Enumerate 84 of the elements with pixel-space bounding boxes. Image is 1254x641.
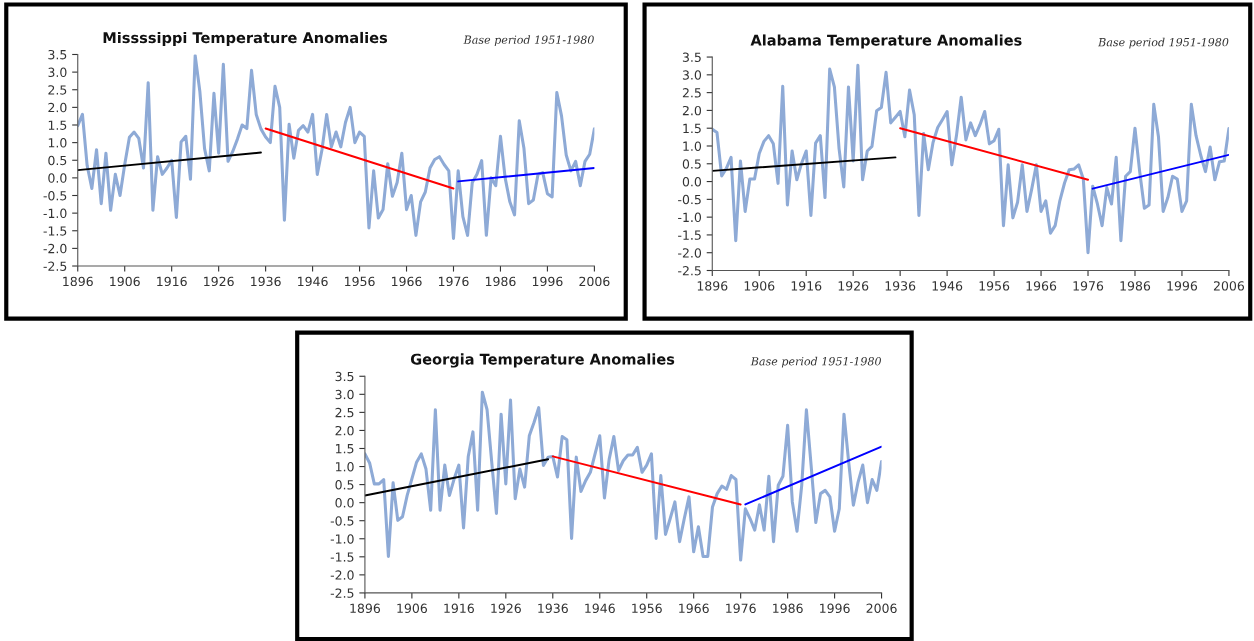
x-tick-label: 1926 (838, 281, 869, 291)
x-tick-label: 2006 (1213, 281, 1245, 291)
y-tick-label: 3.0 (48, 67, 67, 78)
y-tick-label: -1.0 (678, 212, 702, 223)
y-tick-label: -1.5 (678, 230, 701, 240)
y-tick-label: 1.5 (48, 120, 67, 130)
x-tick-label: 1966 (391, 276, 422, 287)
x-tick-label: 1976 (1073, 281, 1104, 291)
y-tick-label: 3.0 (335, 389, 354, 400)
x-tick-label: 1976 (438, 276, 469, 287)
y-tick-label: 0.0 (335, 498, 354, 508)
x-tick-label: 1996 (820, 603, 850, 614)
y-tick-label: 0.0 (682, 177, 702, 187)
x-tick-label: 1956 (632, 603, 662, 614)
y-tick-label: -2.5 (330, 588, 354, 598)
chart-title: Georgia Temperature Anomalies (410, 353, 675, 368)
chart-title: Alabama Temperature Anomalies (750, 34, 1022, 49)
y-tick-label: 1.0 (683, 141, 702, 151)
x-tick-label: 1926 (491, 603, 521, 614)
y-tick-label: -1.5 (43, 226, 67, 236)
x-tick-label: 1986 (485, 276, 516, 287)
line-series (364, 390, 882, 562)
y-tick-label: 2.5 (48, 85, 67, 95)
y-tick-label: 0.0 (48, 173, 67, 183)
y-tick-label: 1.5 (683, 123, 701, 134)
x-tick-label: 1966 (1026, 281, 1057, 291)
line-series (712, 63, 1229, 255)
x-tick-label: 1986 (1120, 281, 1151, 291)
y-tick-label: -2.0 (678, 248, 702, 258)
x-tick-label: 1946 (932, 281, 963, 291)
x-tick-label: 1896 (63, 276, 93, 287)
y-tick-label: 2.0 (48, 102, 67, 113)
y-tick-label: 0.5 (335, 480, 354, 490)
y-tick-label: 2.0 (682, 105, 702, 116)
x-tick-label: 2006 (866, 603, 897, 614)
y-tick-label: 0.5 (682, 159, 701, 169)
x-tick-label: 1996 (1167, 281, 1198, 291)
x-tick-label: 1956 (979, 281, 1010, 291)
y-tick-label: -1.0 (330, 534, 354, 544)
y-tick-label: -2.5 (43, 261, 67, 271)
x-tick-label: 1936 (251, 276, 281, 287)
y-tick-label: 3.5 (682, 52, 701, 62)
x-tick-label: 1976 (726, 603, 756, 614)
x-tick-label: 1926 (204, 276, 234, 287)
y-tick-label: 2.5 (682, 88, 701, 98)
y-tick-label: 2.0 (335, 425, 354, 436)
y-tick-label: -0.5 (43, 190, 67, 201)
x-tick-label: 1896 (697, 281, 728, 291)
y-tick-label: 0.5 (48, 155, 67, 166)
y-tick-label: 1.5 (335, 444, 354, 454)
x-tick-label: 1946 (298, 276, 328, 287)
x-tick-label: 1896 (350, 603, 381, 614)
x-tick-label: 1906 (744, 281, 775, 291)
y-tick-label: -1.5 (330, 552, 354, 562)
x-tick-label: 1936 (538, 603, 568, 614)
x-tick-label: 1946 (585, 603, 615, 614)
x-tick-label: 1966 (679, 603, 709, 614)
y-tick-label: 1.0 (335, 462, 354, 472)
x-tick-label: 2006 (579, 276, 610, 287)
y-tick-label: -2.0 (330, 570, 354, 580)
line-series (77, 54, 595, 241)
x-tick-label: 1986 (773, 603, 803, 614)
x-tick-label: 1906 (110, 276, 140, 287)
x-tick-label: 1996 (532, 276, 563, 287)
x-tick-label: 1936 (885, 281, 916, 291)
chart-subtitle: Base period 1951-1980 (463, 35, 594, 47)
chart-subtitle: Base period 1951-1980 (1097, 37, 1229, 49)
y-tick-label: -0.5 (678, 194, 701, 205)
x-tick-label: 1916 (157, 276, 187, 287)
y-tick-label: 3.5 (48, 49, 67, 60)
x-tick-label: 1916 (444, 603, 474, 614)
y-tick-label: -2.0 (43, 243, 67, 254)
x-tick-label: 1916 (791, 281, 822, 291)
y-tick-label: -1.0 (43, 208, 67, 219)
y-tick-label: 3.5 (335, 371, 354, 382)
y-tick-label: 2.5 (335, 407, 354, 418)
chart-subtitle: Base period 1951-1980 (750, 356, 881, 368)
chart-title: Missssippi Temperature Anomalies (103, 31, 388, 47)
y-tick-label: 3.0 (682, 70, 702, 80)
x-tick-label: 1906 (397, 603, 427, 614)
y-tick-label: -2.5 (678, 265, 701, 276)
x-tick-label: 1956 (345, 276, 375, 287)
y-tick-label: -0.5 (330, 516, 354, 526)
y-tick-label: 1.0 (48, 138, 67, 148)
